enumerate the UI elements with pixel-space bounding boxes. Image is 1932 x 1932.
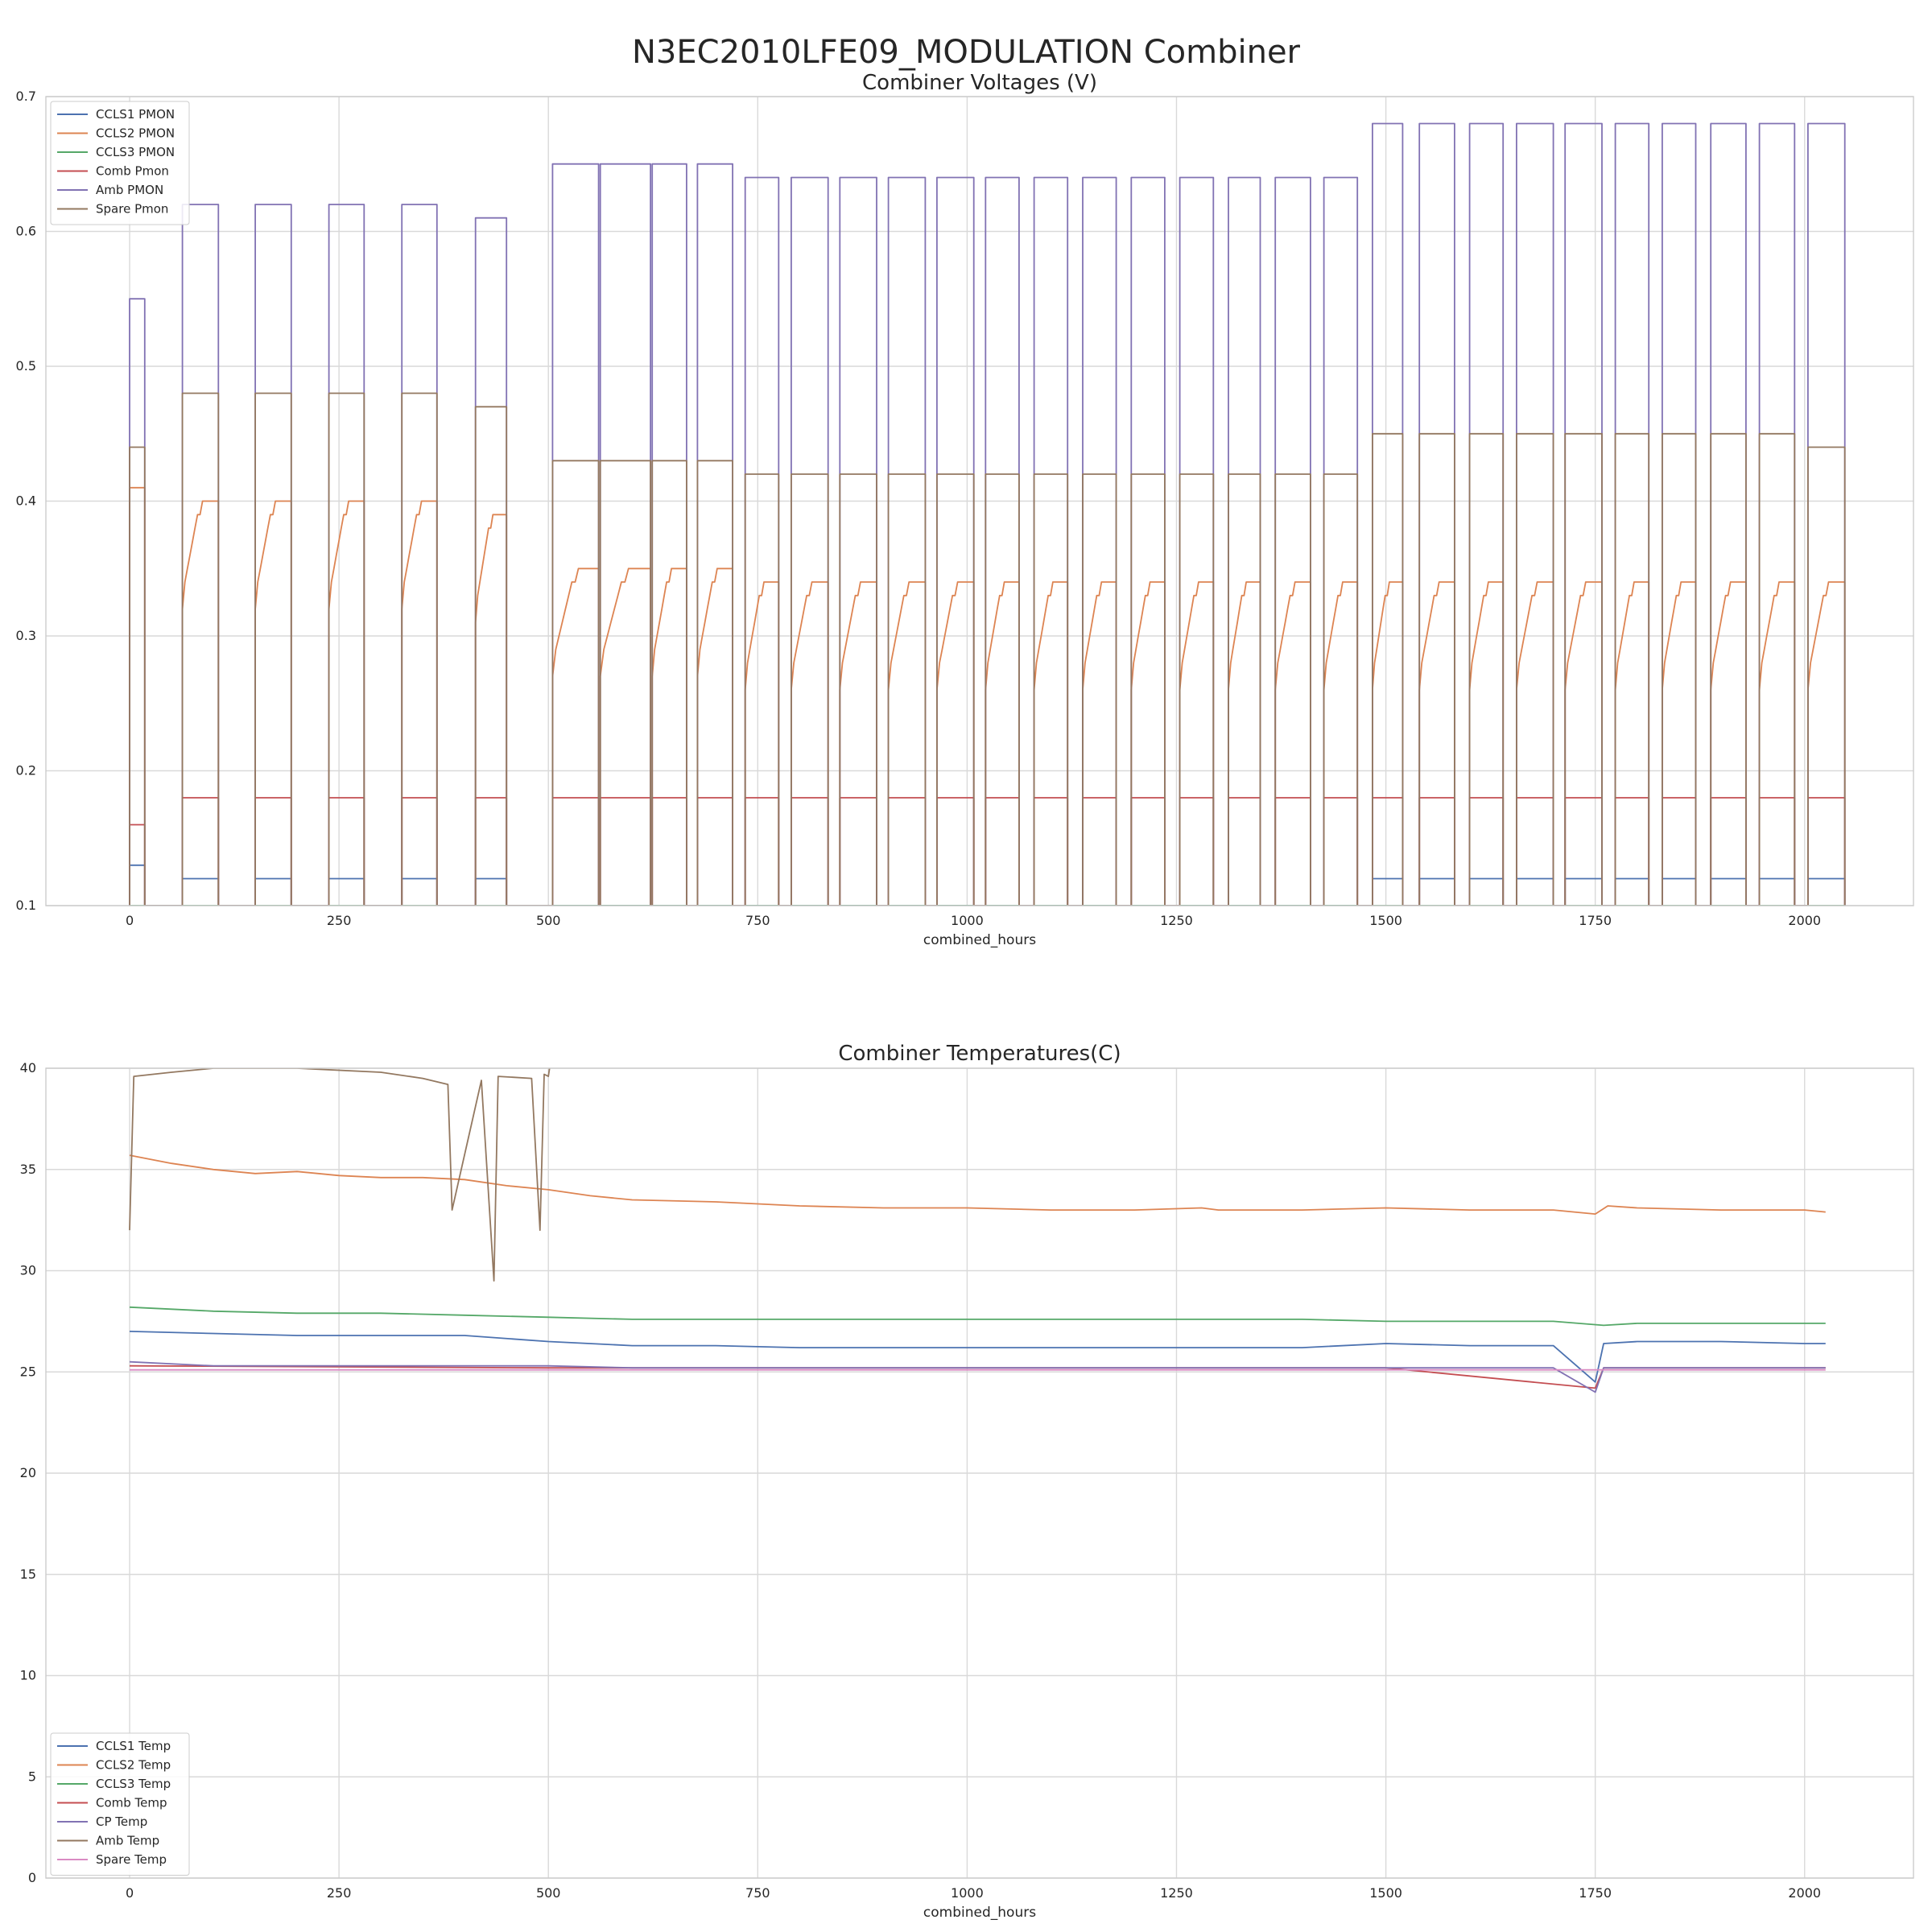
voltage-x-tick-label: 250 [327, 913, 352, 928]
temperature-x-tick-label: 1000 [951, 1885, 984, 1901]
voltage-legend-label-comb-pmon: Comb Pmon [96, 164, 169, 179]
temperature-ticks: 0 250 500 750 1000 1250 1500 1750 2000 0 5 10 15 20 25… [20, 1060, 1821, 1901]
voltage-y-tick-label: 0.2 [16, 763, 36, 778]
voltage-ticks: 0 250 500 750 1000 1250 1500 1750 2000 0.1 0.2 0.3 0… [16, 89, 1822, 928]
voltage-x-axis-label: combined_hours [923, 932, 1036, 948]
voltage-axes-frame [45, 96, 1914, 906]
temperature-y-tick-label: 35 [20, 1162, 36, 1177]
voltage-x-tick-label: 0 [126, 913, 134, 928]
temperature-axes-frame [45, 1067, 1914, 1879]
voltage-series-group [129, 122, 1846, 906]
voltage-y-tick-label: 0.3 [16, 628, 36, 643]
temperature-series-ccls2-temp [129, 1154, 1826, 1215]
voltage-y-tick-label: 0.7 [16, 89, 36, 104]
figure-suptitle: N3EC2010LFE09_MODULATION Combiner [632, 34, 1301, 71]
voltage-x-tick-label: 1250 [1160, 913, 1193, 928]
temperature-legend-label-comb-temp: Comb Temp [96, 1796, 167, 1810]
temperature-gridlines [46, 1067, 1913, 1879]
temperature-y-tick-label: 15 [20, 1567, 36, 1582]
temperature-legend-label-ccls1-temp: CCLS1 Temp [96, 1739, 171, 1753]
voltage-series-ccls2-pmon [129, 486, 1846, 906]
voltage-legend-label-ccls2-pmon: CCLS2 PMON [96, 126, 175, 141]
voltage-y-tick-label: 0.1 [16, 898, 36, 913]
temperature-legend-label-ccls3-temp: CCLS3 Temp [96, 1777, 171, 1791]
voltage-panel-title: Combiner Voltages (V) [862, 71, 1097, 95]
temperature-x-tick-label: 2000 [1788, 1885, 1821, 1901]
temperature-series-ccls3-temp [129, 1306, 1826, 1327]
temperature-y-tick-label: 0 [28, 1870, 36, 1885]
voltage-series-spare-pmon [129, 392, 1846, 906]
voltage-x-tick-label: 750 [745, 913, 770, 928]
temperature-y-tick-label: 40 [20, 1060, 36, 1075]
temperature-series-ccls1-temp [129, 1331, 1826, 1383]
voltage-gridlines [46, 96, 1913, 906]
voltage-x-tick-label: 1750 [1579, 913, 1612, 928]
temperature-panel: Combiner Temperatures(C) 0 250 500 750 1000 1… [20, 1042, 1914, 1921]
voltage-legend-label-ccls3-pmon: CCLS3 PMON [96, 145, 175, 159]
temperature-x-tick-label: 1500 [1369, 1885, 1402, 1901]
voltage-y-tick-label: 0.4 [16, 493, 36, 509]
voltage-legend-label-amb-pmon: Amb PMON [96, 183, 163, 197]
temperature-legend-label-amb-temp: Amb Temp [96, 1834, 159, 1848]
temperature-y-tick-label: 25 [20, 1364, 36, 1379]
voltage-panel: Combiner Voltages (V) 0 250 500 750 1000 1250… [16, 71, 1914, 948]
temperature-series-group [129, 1068, 1826, 1393]
temperature-x-tick-label: 1250 [1160, 1885, 1193, 1901]
voltage-x-tick-label: 500 [536, 913, 561, 928]
temperature-x-axis-label: combined_hours [923, 1905, 1036, 1921]
temperature-series-cp-temp [129, 1360, 1826, 1393]
temperature-x-tick-label: 0 [126, 1885, 134, 1901]
temperature-y-tick-label: 5 [28, 1769, 36, 1784]
voltage-legend-label-ccls1-pmon: CCLS1 PMON [96, 107, 175, 122]
voltage-series-amb-pmon [129, 122, 1846, 906]
voltage-y-tick-label: 0.5 [16, 358, 36, 374]
temperature-legend-label-ccls2-temp: CCLS2 Temp [96, 1758, 171, 1773]
voltage-legend-label-spare-pmon: Spare Pmon [96, 202, 168, 217]
temperature-legend-box [50, 1732, 190, 1876]
temperature-y-tick-label: 10 [20, 1668, 36, 1683]
temperature-x-tick-label: 500 [536, 1885, 561, 1901]
temperature-y-tick-label: 20 [20, 1465, 36, 1480]
temperature-x-tick-label: 1750 [1579, 1885, 1612, 1901]
temperature-panel-title: Combiner Temperatures(C) [838, 1042, 1121, 1066]
voltage-x-tick-label: 1500 [1369, 913, 1402, 928]
temperature-x-tick-label: 250 [327, 1885, 352, 1901]
temperature-series-amb-temp [129, 1068, 551, 1282]
temperature-legend-label-cp-temp: CP Temp [96, 1814, 147, 1829]
voltage-y-tick-label: 0.6 [16, 224, 36, 239]
temperature-legend: CCLS1 Temp CCLS2 Temp CCLS3 Temp Comb Temp C… [50, 1732, 190, 1876]
voltage-series-comb-pmon [129, 797, 1846, 906]
voltage-series-ccls1-pmon [129, 864, 1846, 906]
voltage-x-tick-label: 2000 [1788, 913, 1821, 928]
voltage-x-tick-label: 1000 [951, 913, 984, 928]
temperature-y-tick-label: 30 [20, 1263, 36, 1278]
voltage-legend: CCLS1 PMON CCLS2 PMON CCLS3 PMON Comb Pmon A… [50, 101, 190, 225]
temperature-legend-label-spare-temp: Spare Temp [96, 1852, 167, 1867]
temperature-x-tick-label: 750 [745, 1885, 770, 1901]
voltage-legend-box [50, 101, 190, 225]
